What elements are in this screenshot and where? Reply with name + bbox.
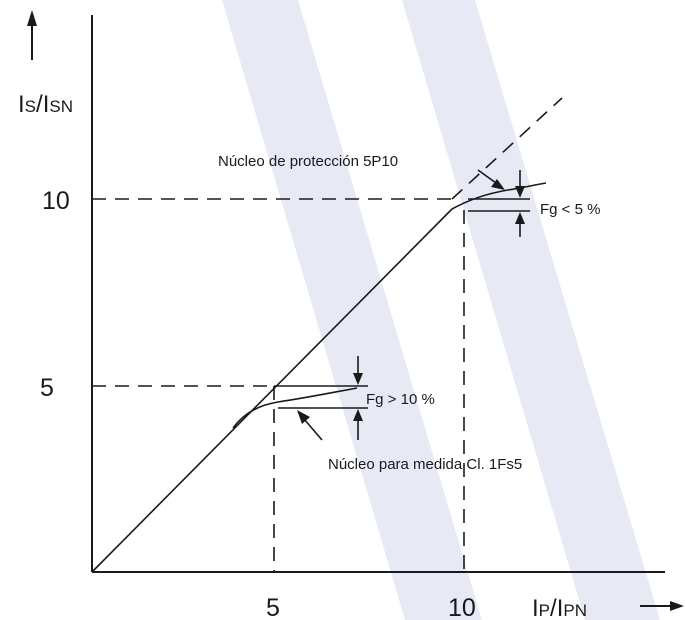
measurement-core-label: Núcleo para medida Cl. 1Fs5 — [328, 456, 522, 473]
y-axis-label: IS/ISN — [18, 91, 73, 118]
fg-arrow-down-measurement — [353, 373, 363, 385]
protection-core-label: Núcleo de protección 5P10 — [218, 153, 398, 170]
ideal-characteristic-line — [91, 208, 453, 573]
fg-arrow-up-protection — [515, 212, 525, 224]
fg-bracket-measurement — [274, 356, 368, 440]
y-tick-10: 10 — [42, 187, 70, 215]
measurement-core-curve — [232, 387, 358, 429]
fg-arrow-up-measurement — [353, 409, 363, 421]
leader-arrow-protection — [477, 169, 505, 190]
ideal-line-extension — [451, 97, 563, 200]
protection-core-curve — [451, 182, 547, 210]
leader-arrow-measurement — [297, 410, 323, 441]
y-tick-5: 5 — [40, 374, 54, 402]
fg-measurement-label: Fg > 10 % — [366, 391, 435, 408]
x-tick-10: 10 — [448, 594, 476, 620]
up-arrow-icon — [27, 10, 37, 60]
axes — [91, 15, 665, 573]
saturation-curves — [232, 182, 547, 429]
fg-arrow-down-protection — [515, 186, 525, 198]
fg-bracket-protection — [468, 170, 530, 237]
x-axis-label: IP/IPN — [532, 595, 587, 620]
fg-protection-label: Fg < 5 % — [540, 201, 600, 218]
watermark-stripe-right — [402, 0, 660, 620]
reference-lines — [92, 97, 563, 572]
watermark-stripes — [222, 0, 660, 620]
x-tick-5: 5 — [266, 594, 280, 620]
right-arrow-icon — [640, 601, 684, 611]
